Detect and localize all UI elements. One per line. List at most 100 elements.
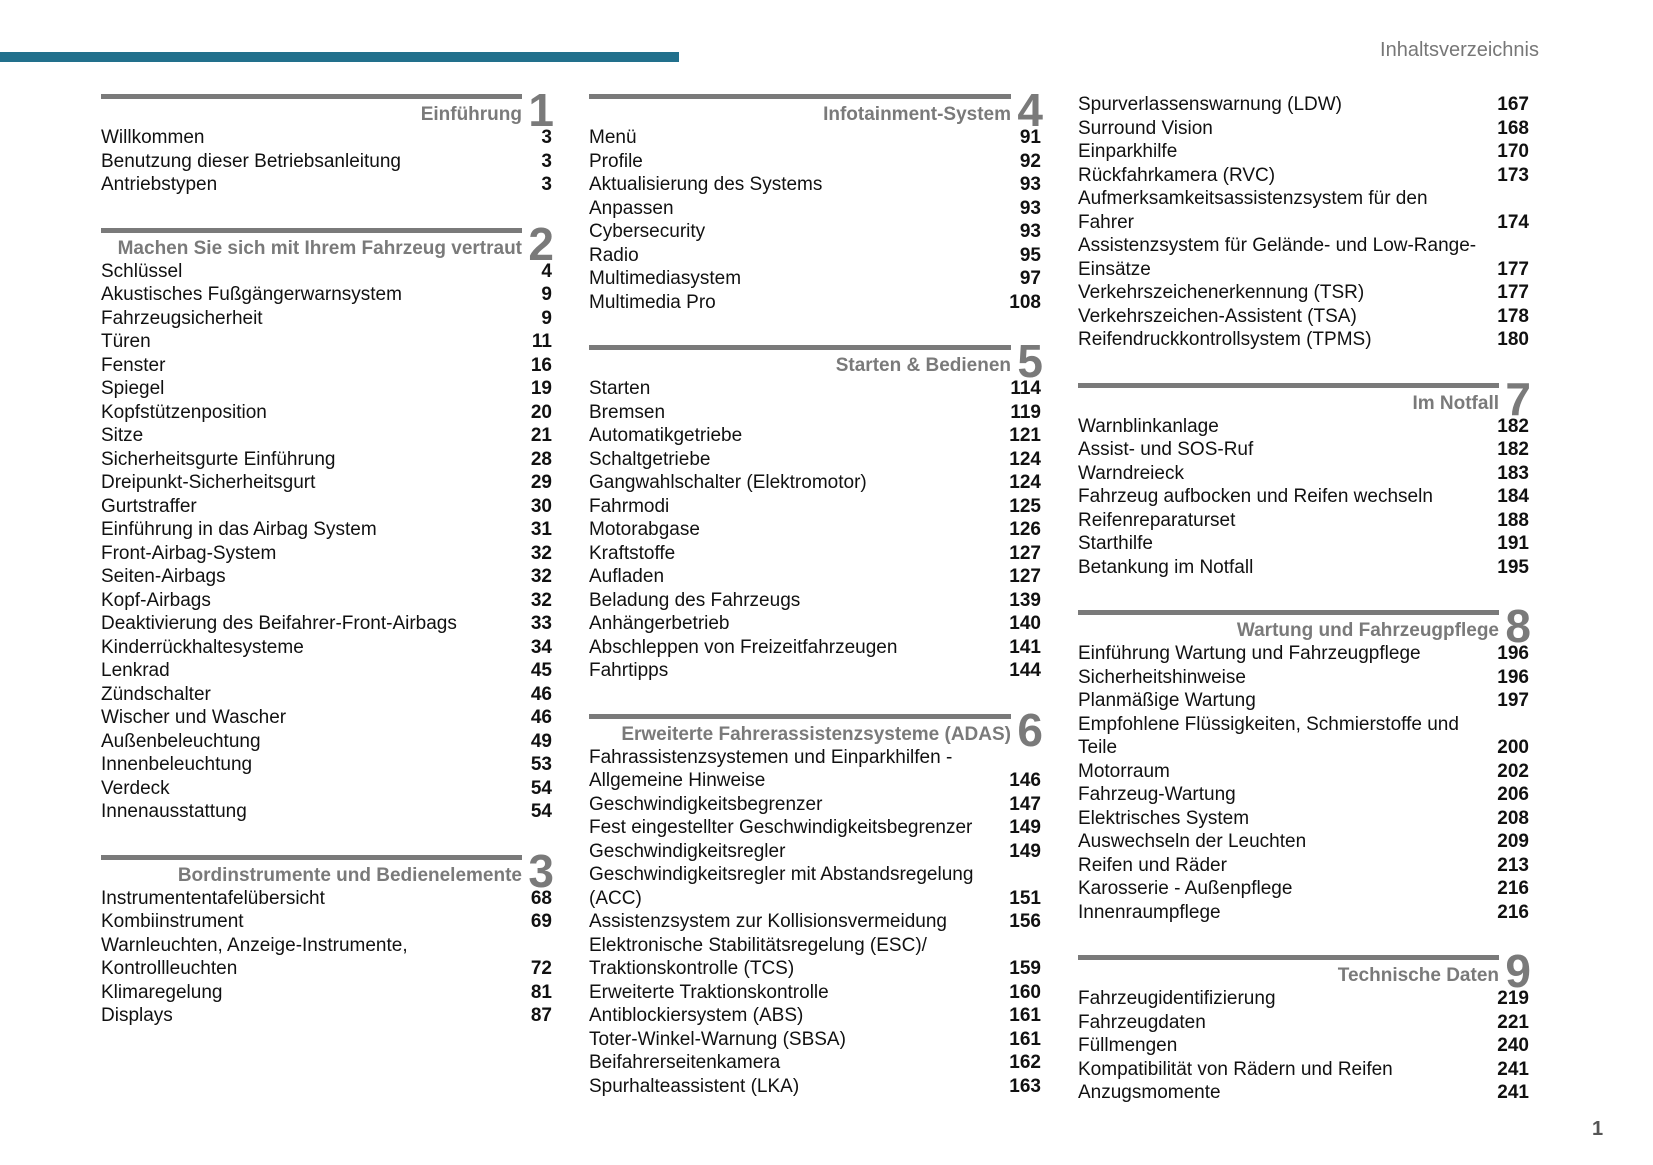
toc-entry: Warnleuchten, Anzeige-Instrumente, Kontr… bbox=[101, 934, 552, 981]
toc-entry: Schlüssel 4 bbox=[101, 260, 552, 284]
toc-section: Spurverlassenswarnung (LDW) 167 Surround V… bbox=[1078, 93, 1529, 352]
toc-entry: Sicherheitsgurte Einführung 28 bbox=[101, 448, 552, 472]
entry-page: 45 bbox=[530, 660, 552, 681]
toc-entry: Kopf-Airbags 32 bbox=[101, 589, 552, 613]
entry-page: 29 bbox=[530, 472, 552, 493]
entry-title: Rückfahrkamera (RVC) bbox=[1078, 164, 1276, 186]
entry-page: 127 bbox=[1009, 542, 1041, 564]
toc-entry: Fenster 16 bbox=[101, 354, 552, 378]
section-rule bbox=[101, 227, 522, 233]
section-rule bbox=[1078, 382, 1499, 388]
section-header: Bordinstrumente und Bedienelemente 3 bbox=[101, 848, 554, 894]
entry-title: Reifen und Räder bbox=[1078, 854, 1227, 876]
section-header: Im Notfall 7 bbox=[1078, 376, 1531, 422]
entry-title: Anpassen bbox=[589, 197, 674, 219]
toc-entry: Kraftstoffe 127 bbox=[589, 542, 1041, 566]
entry-title: Surround Vision bbox=[1078, 117, 1213, 139]
toc-entry: Innenausstattung 54 bbox=[101, 800, 552, 824]
toc-entry: Dreipunkt-Sicherheitsgurt 29 bbox=[101, 471, 552, 495]
entry-page: 140 bbox=[1009, 613, 1041, 634]
toc-entry: Bremsen 119 bbox=[589, 401, 1041, 425]
section-header: Machen Sie sich mit Ihrem Fahrzeug vertr… bbox=[101, 221, 554, 267]
entry-title: Willkommen bbox=[101, 127, 205, 148]
entry-page: 31 bbox=[530, 519, 552, 540]
entry-page: 208 bbox=[1497, 807, 1529, 829]
entry-title: Kraftstoffe bbox=[589, 542, 676, 564]
toc-entry: Motorabgase 126 bbox=[589, 518, 1041, 542]
entry-title: Lenkrad bbox=[101, 660, 170, 681]
entry-page: 125 bbox=[1009, 495, 1041, 517]
entry-page: 46 bbox=[530, 707, 552, 728]
entry-page: 197 bbox=[1497, 690, 1529, 711]
entry-title: Menü bbox=[589, 127, 637, 148]
entry-page: 69 bbox=[530, 911, 552, 932]
toc-entry: Außenbeleuchtung 49 bbox=[101, 730, 552, 754]
section-title: Wartung und Fahrzeugpflege bbox=[1236, 620, 1499, 641]
toc-entry: Fest eingestellter Geschwindigkeitsbegre… bbox=[589, 816, 1041, 840]
section-header: Wartung und Fahrzeugpflege 8 bbox=[1078, 603, 1531, 649]
toc-entry: Surround Vision 168 bbox=[1078, 117, 1529, 141]
toc-entry: Innenraumpflege 216 bbox=[1078, 901, 1529, 925]
toc-section: Machen Sie sich mit Ihrem Fahrzeug vertr… bbox=[101, 221, 554, 824]
entry-page: 151 bbox=[1009, 887, 1041, 909]
entry-title: Starten bbox=[589, 378, 651, 399]
toc-section: Wartung und Fahrzeugpflege 8 Einführung Wa… bbox=[1078, 603, 1531, 925]
toc-entry: Anhängerbetrieb 140 bbox=[589, 612, 1041, 636]
section-number: 1 bbox=[528, 84, 554, 136]
toc-entry: Zündschalter 46 bbox=[101, 683, 552, 707]
entry-title: Deaktivierung des Beifahrer-Front-Airbag… bbox=[101, 613, 457, 634]
entry-page: 87 bbox=[530, 1005, 552, 1026]
toc-entry: Assistenzsystem für Gelände- und Low-Ran… bbox=[1078, 234, 1529, 281]
entry-title: Multimedia Pro bbox=[589, 291, 716, 313]
entry-page: 72 bbox=[530, 958, 552, 979]
toc-entry: Fahrzeugdaten 221 bbox=[1078, 1011, 1529, 1035]
section-header: Einführung 1 bbox=[101, 87, 554, 133]
entry-title: Verkehrszeichen-Assistent (TSA) bbox=[1078, 305, 1357, 327]
toc-entry: Sitze 21 bbox=[101, 424, 552, 448]
entry-page: 202 bbox=[1497, 760, 1529, 782]
entry-page: 114 bbox=[1010, 378, 1041, 399]
toc-column: Spurverlassenswarnung (LDW) 167 Surround V… bbox=[1078, 93, 1531, 1136]
entry-title: Akustisches Fußgängerwarnsystem bbox=[101, 284, 402, 305]
section-number: 2 bbox=[528, 217, 554, 270]
entry-page: 149 bbox=[1009, 817, 1041, 838]
entry-title: Kombiinstrument bbox=[101, 911, 244, 932]
entry-page: 30 bbox=[530, 495, 552, 517]
entry-title: Benutzung dieser Betriebsanleitung bbox=[101, 150, 401, 172]
entry-page: 9 bbox=[541, 284, 552, 305]
entry-title: Cybersecurity bbox=[589, 221, 706, 242]
toc-entry: Cybersecurity 93 bbox=[589, 220, 1041, 244]
entry-page: 160 bbox=[1009, 981, 1041, 1003]
toc-entry: Reifen und Räder 213 bbox=[1078, 854, 1529, 878]
toc-entry: Warndreieck 183 bbox=[1078, 462, 1529, 486]
toc-entry: Benutzung dieser Betriebsanleitung 3 bbox=[101, 150, 552, 174]
entry-title: Erweiterte Traktionskontrolle bbox=[589, 981, 829, 1003]
toc-entry: Verkehrszeichenerkennung (TSR) 177 bbox=[1078, 281, 1529, 305]
entry-title: Zündschalter bbox=[101, 683, 211, 705]
entry-title: Innenraumpflege bbox=[1078, 901, 1221, 923]
toc-entry: Spiegel 19 bbox=[101, 377, 552, 401]
toc-entry: Kinderrückhaltesysteme 34 bbox=[101, 636, 552, 660]
entry-title: Warnblinkanlage bbox=[1078, 415, 1219, 437]
section-rule bbox=[589, 94, 1011, 99]
entry-title: Automatikgetriebe bbox=[589, 425, 743, 446]
toc-entry: Karosserie - Außenpflege 216 bbox=[1078, 877, 1529, 901]
toc-entry: Elektronische Stabilitätsregelung (ESC)/… bbox=[589, 934, 1041, 981]
toc-entry: Toter-Winkel-Warnung (SBSA) 161 bbox=[589, 1028, 1041, 1052]
entry-title: Gurtstraffer bbox=[101, 495, 197, 517]
entry-page: 188 bbox=[1497, 509, 1529, 531]
toc-entry: Starten 114 bbox=[589, 377, 1041, 401]
toc-section: Einführung 1 Willkommen 3 Benutzung dieser B… bbox=[101, 87, 554, 197]
entry-title: Einführung Wartung und Fahrzeugpflege bbox=[1078, 643, 1421, 664]
toc-entry: Fahrzeugidentifizierung 219 bbox=[1078, 987, 1529, 1011]
toc-entry: Warnblinkanlage 182 bbox=[1078, 415, 1529, 439]
toc-entry: Einparkhilfe 170 bbox=[1078, 140, 1529, 164]
entry-page: 46 bbox=[530, 683, 552, 705]
entry-title: Beifahrerseitenkamera bbox=[589, 1052, 781, 1073]
toc-entry: Erweiterte Traktionskontrolle 160 bbox=[589, 981, 1041, 1005]
section-title: Erweiterte Fahrerassistenzsysteme (ADAS) bbox=[621, 723, 1011, 745]
toc-entry: Elektrisches System 208 bbox=[1078, 807, 1529, 831]
entry-title: Assistenzsystem zur Kollisionsvermeidung bbox=[589, 911, 947, 932]
entry-page: 200 bbox=[1497, 737, 1529, 758]
section-title: Technische Daten bbox=[1337, 965, 1499, 986]
